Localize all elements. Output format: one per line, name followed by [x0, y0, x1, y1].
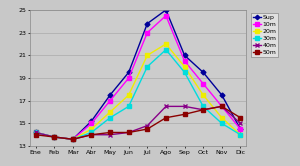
50m [201, 109, 205, 111]
10m [52, 136, 56, 138]
Sup [34, 131, 38, 133]
10m [127, 77, 130, 79]
Sup [238, 128, 242, 130]
Line: 20m: 20m [34, 42, 242, 141]
50m [71, 138, 75, 140]
40m [220, 105, 224, 107]
50m [146, 128, 149, 130]
30m [164, 49, 168, 51]
40m [52, 136, 56, 138]
40m [201, 109, 205, 111]
10m [220, 105, 224, 107]
20m [34, 131, 38, 133]
Sup [52, 136, 56, 138]
10m [201, 83, 205, 85]
Line: 10m: 10m [34, 14, 242, 141]
20m [52, 136, 56, 138]
20m [201, 94, 205, 96]
20m [108, 111, 112, 113]
30m [201, 105, 205, 107]
Line: 30m: 30m [34, 48, 242, 141]
30m [90, 131, 93, 133]
40m [108, 134, 112, 136]
10m [34, 131, 38, 133]
30m [183, 71, 186, 73]
40m [34, 131, 38, 133]
Line: Sup: Sup [34, 8, 242, 141]
50m [108, 131, 112, 133]
20m [90, 128, 93, 130]
Sup [183, 54, 186, 56]
Sup [108, 94, 112, 96]
50m [52, 136, 56, 138]
40m [164, 105, 168, 107]
Line: 50m: 50m [34, 105, 242, 141]
50m [127, 131, 130, 133]
40m [146, 125, 149, 127]
20m [127, 94, 130, 96]
30m [34, 131, 38, 133]
Legend: Sup, 10m, 20m, 30m, 40m, 50m: Sup, 10m, 20m, 30m, 40m, 50m [251, 13, 278, 57]
30m [71, 138, 75, 140]
40m [71, 138, 75, 140]
Sup [201, 71, 205, 73]
20m [146, 54, 149, 56]
30m [108, 117, 112, 119]
20m [164, 43, 168, 45]
50m [238, 117, 242, 119]
10m [238, 128, 242, 130]
30m [52, 136, 56, 138]
50m [164, 117, 168, 119]
10m [71, 138, 75, 140]
Sup [220, 94, 224, 96]
30m [238, 134, 242, 136]
Sup [71, 138, 75, 140]
50m [90, 134, 93, 136]
20m [220, 117, 224, 119]
40m [238, 122, 242, 124]
Line: 40m: 40m [34, 104, 242, 141]
Sup [127, 71, 130, 73]
50m [34, 134, 38, 136]
Sup [90, 120, 93, 122]
10m [146, 32, 149, 34]
40m [183, 105, 186, 107]
10m [164, 15, 168, 17]
40m [90, 134, 93, 136]
20m [238, 134, 242, 136]
30m [127, 105, 130, 107]
20m [71, 138, 75, 140]
40m [127, 131, 130, 133]
Sup [164, 9, 168, 11]
30m [146, 66, 149, 68]
30m [220, 122, 224, 124]
20m [183, 66, 186, 68]
10m [108, 100, 112, 102]
10m [90, 122, 93, 124]
50m [220, 105, 224, 107]
10m [183, 60, 186, 62]
Sup [146, 23, 149, 25]
50m [183, 113, 186, 115]
